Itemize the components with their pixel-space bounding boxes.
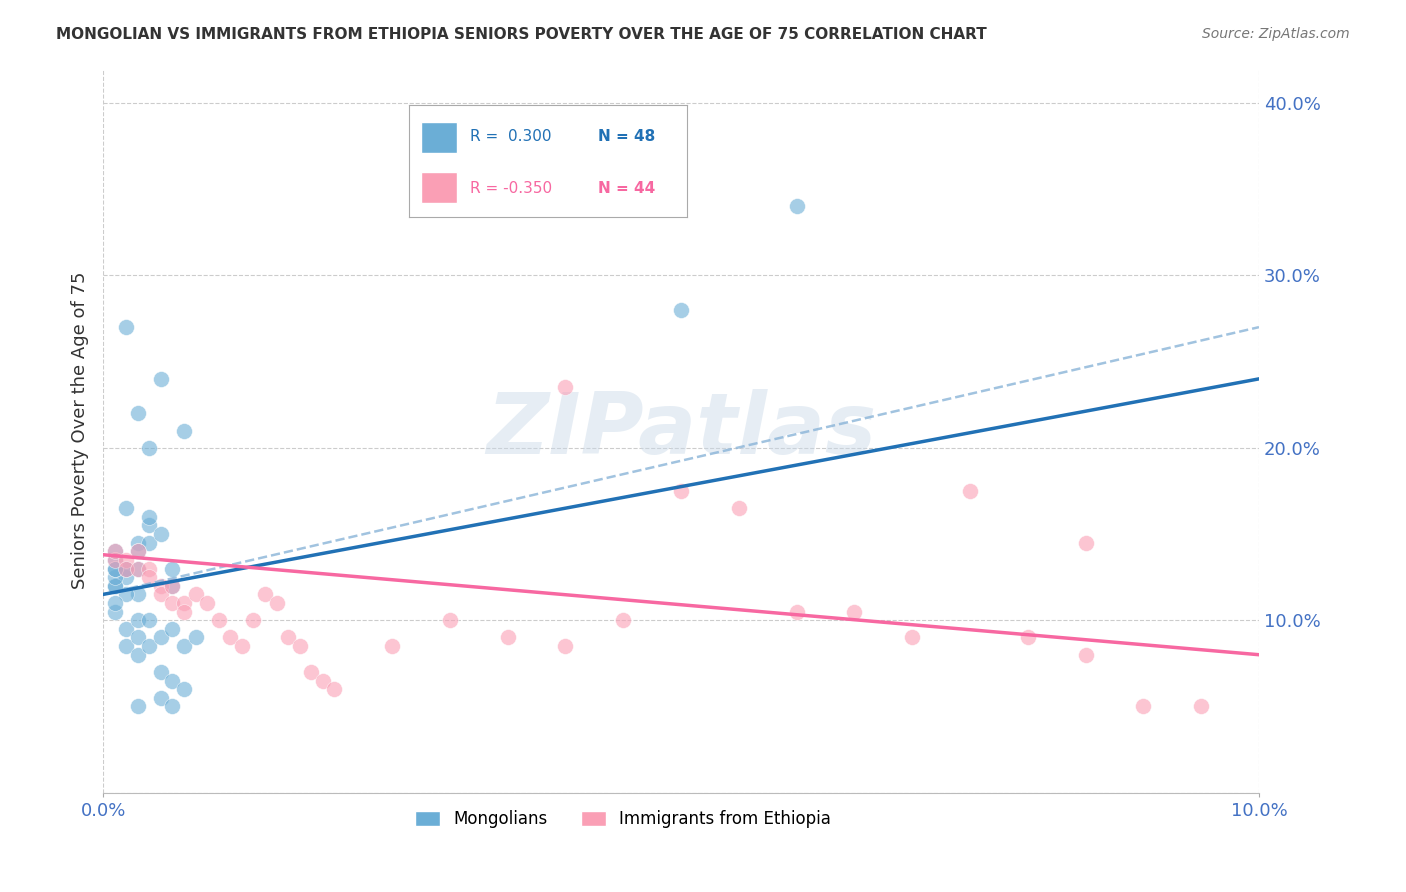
- Point: [115, 553, 138, 567]
- Text: MONGOLIAN VS IMMIGRANTS FROM ETHIOPIA SENIORS POVERTY OVER THE AGE OF 75 CORRELA: MONGOLIAN VS IMMIGRANTS FROM ETHIOPIA SE…: [56, 27, 987, 42]
- Point: [162, 561, 184, 575]
- Point: [149, 579, 172, 593]
- Point: [496, 631, 519, 645]
- Point: [127, 544, 149, 558]
- Point: [115, 622, 138, 636]
- Point: [138, 570, 160, 584]
- Point: [138, 509, 160, 524]
- Point: [149, 527, 172, 541]
- Point: [127, 406, 149, 420]
- Point: [727, 501, 749, 516]
- Point: [184, 631, 207, 645]
- Point: [138, 535, 160, 549]
- Point: [162, 579, 184, 593]
- Point: [127, 699, 149, 714]
- Point: [149, 690, 172, 705]
- Point: [439, 613, 461, 627]
- Point: [162, 673, 184, 688]
- Point: [127, 535, 149, 549]
- Point: [115, 320, 138, 334]
- Point: [173, 639, 195, 653]
- Y-axis label: Seniors Poverty Over the Age of 75: Seniors Poverty Over the Age of 75: [72, 272, 89, 590]
- Point: [104, 596, 127, 610]
- Point: [104, 553, 127, 567]
- Point: [266, 596, 288, 610]
- Text: ZIPatlas: ZIPatlas: [486, 389, 876, 472]
- Point: [127, 544, 149, 558]
- Point: [115, 501, 138, 516]
- Point: [127, 561, 149, 575]
- Point: [127, 631, 149, 645]
- Point: [173, 682, 195, 697]
- Point: [253, 587, 276, 601]
- Point: [231, 639, 253, 653]
- Point: [184, 587, 207, 601]
- Point: [786, 199, 808, 213]
- Point: [104, 579, 127, 593]
- Legend: Mongolians, Immigrants from Ethiopia: Mongolians, Immigrants from Ethiopia: [409, 804, 838, 835]
- Point: [104, 561, 127, 575]
- Point: [162, 579, 184, 593]
- Point: [127, 648, 149, 662]
- Point: [104, 544, 127, 558]
- Point: [195, 596, 218, 610]
- Point: [554, 639, 576, 653]
- Point: [138, 639, 160, 653]
- Point: [844, 605, 866, 619]
- Point: [554, 380, 576, 394]
- Point: [104, 605, 127, 619]
- Point: [669, 483, 692, 498]
- Point: [612, 613, 634, 627]
- Point: [149, 665, 172, 679]
- Point: [104, 553, 127, 567]
- Point: [173, 596, 195, 610]
- Point: [1074, 648, 1097, 662]
- Point: [115, 570, 138, 584]
- Point: [208, 613, 231, 627]
- Point: [115, 561, 138, 575]
- Point: [173, 424, 195, 438]
- Text: Source: ZipAtlas.com: Source: ZipAtlas.com: [1202, 27, 1350, 41]
- Point: [173, 605, 195, 619]
- Point: [901, 631, 924, 645]
- Point: [149, 631, 172, 645]
- Point: [138, 613, 160, 627]
- Point: [1189, 699, 1212, 714]
- Point: [312, 673, 335, 688]
- Point: [299, 665, 322, 679]
- Point: [149, 372, 172, 386]
- Point: [104, 561, 127, 575]
- Point: [149, 587, 172, 601]
- Point: [277, 631, 299, 645]
- Point: [138, 441, 160, 455]
- Point: [381, 639, 404, 653]
- Point: [162, 622, 184, 636]
- Point: [104, 579, 127, 593]
- Point: [127, 587, 149, 601]
- Point: [115, 587, 138, 601]
- Point: [104, 570, 127, 584]
- Point: [1132, 699, 1154, 714]
- Point: [1074, 535, 1097, 549]
- Point: [104, 544, 127, 558]
- Point: [669, 302, 692, 317]
- Point: [242, 613, 264, 627]
- Point: [127, 561, 149, 575]
- Point: [115, 561, 138, 575]
- Point: [127, 613, 149, 627]
- Point: [138, 561, 160, 575]
- Point: [959, 483, 981, 498]
- Point: [288, 639, 311, 653]
- Point: [1017, 631, 1039, 645]
- Point: [162, 699, 184, 714]
- Point: [219, 631, 242, 645]
- Point: [786, 605, 808, 619]
- Point: [162, 596, 184, 610]
- Point: [115, 561, 138, 575]
- Point: [323, 682, 346, 697]
- Point: [138, 518, 160, 533]
- Point: [115, 639, 138, 653]
